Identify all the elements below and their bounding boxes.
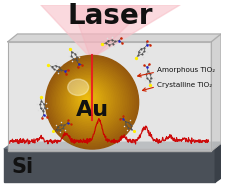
Ellipse shape [54, 64, 128, 139]
Ellipse shape [77, 88, 98, 110]
Ellipse shape [62, 73, 117, 129]
Ellipse shape [70, 81, 107, 119]
Ellipse shape [71, 83, 105, 117]
Ellipse shape [49, 60, 133, 144]
Ellipse shape [63, 74, 116, 127]
Polygon shape [8, 42, 210, 151]
Polygon shape [4, 142, 224, 149]
Text: Si: Si [12, 157, 34, 177]
Ellipse shape [51, 61, 131, 142]
Text: Au: Au [75, 100, 108, 120]
Ellipse shape [83, 96, 90, 102]
Ellipse shape [74, 86, 102, 114]
Polygon shape [210, 34, 220, 151]
Ellipse shape [78, 90, 96, 109]
Ellipse shape [82, 94, 91, 104]
Polygon shape [41, 5, 180, 55]
Text: Laser: Laser [67, 2, 153, 30]
Polygon shape [4, 149, 214, 182]
Ellipse shape [56, 67, 124, 136]
Ellipse shape [45, 55, 138, 149]
Ellipse shape [48, 58, 135, 146]
Ellipse shape [47, 57, 136, 147]
Ellipse shape [73, 84, 104, 115]
Ellipse shape [60, 71, 119, 130]
Ellipse shape [58, 68, 122, 134]
Ellipse shape [52, 63, 129, 141]
Polygon shape [214, 142, 224, 182]
Ellipse shape [67, 79, 88, 95]
Ellipse shape [59, 70, 121, 132]
Ellipse shape [85, 97, 88, 100]
Polygon shape [8, 34, 220, 42]
Ellipse shape [55, 66, 126, 137]
Polygon shape [72, 5, 149, 57]
Ellipse shape [69, 80, 109, 120]
Text: Amorphous TiO₂: Amorphous TiO₂ [156, 67, 214, 73]
Ellipse shape [79, 91, 95, 107]
Ellipse shape [67, 78, 110, 122]
Text: Crystalline TiO₂: Crystalline TiO₂ [156, 82, 211, 88]
Ellipse shape [66, 77, 112, 124]
Ellipse shape [81, 93, 93, 105]
Ellipse shape [64, 76, 114, 125]
Ellipse shape [75, 87, 100, 112]
